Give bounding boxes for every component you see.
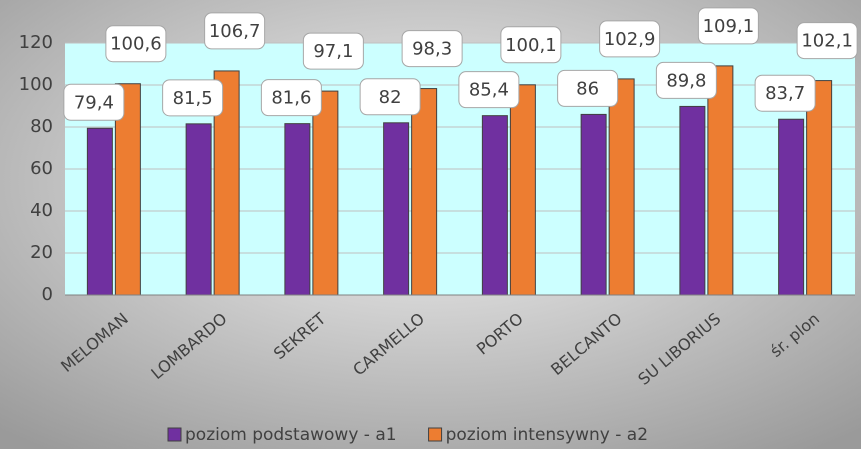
data-label: 82 <box>379 87 402 108</box>
data-label: 98,3 <box>412 39 452 60</box>
data-label-box <box>697 7 759 45</box>
data-label: 109,1 <box>703 16 755 37</box>
y-tick-label: 120 <box>19 32 53 53</box>
y-tick-label: 0 <box>42 284 53 305</box>
data-label: 102,9 <box>604 29 656 50</box>
legend-label: poziom intensywny - a2 <box>446 425 648 445</box>
data-label-box <box>754 74 816 112</box>
bar <box>411 88 438 296</box>
bar <box>580 113 607 296</box>
legend-swatch <box>428 427 443 442</box>
y-tick-label: 80 <box>30 116 53 137</box>
data-label-box <box>359 78 421 116</box>
bar <box>679 105 706 296</box>
bar <box>707 65 734 296</box>
data-label-box <box>557 69 619 107</box>
data-label-box <box>401 30 463 68</box>
data-label: 100,6 <box>110 34 162 55</box>
data-label: 97,1 <box>313 41 353 62</box>
data-label-box <box>302 32 364 70</box>
data-label: 106,7 <box>209 21 261 42</box>
data-label: 79,4 <box>74 92 114 113</box>
y-tick-label: 60 <box>30 158 53 179</box>
bar <box>509 84 536 296</box>
bar <box>383 122 410 296</box>
data-label: 85,4 <box>469 80 509 101</box>
data-label-box <box>162 79 224 117</box>
data-label-box <box>655 61 717 99</box>
data-label: 86 <box>576 78 599 99</box>
bar <box>481 115 508 296</box>
data-label-box <box>599 20 661 58</box>
data-label-box <box>63 83 125 121</box>
y-tick-label: 100 <box>19 74 53 95</box>
bar <box>608 78 635 296</box>
data-label-box <box>204 12 266 50</box>
data-label: 102,1 <box>801 31 853 52</box>
legend-swatch <box>167 427 182 442</box>
data-label: 81,6 <box>271 88 311 109</box>
data-label: 100,1 <box>505 35 557 56</box>
bar <box>185 123 212 296</box>
data-label: 89,8 <box>666 70 706 91</box>
legend-label: poziom podstawowy - a1 <box>185 425 397 445</box>
data-label-box <box>796 22 858 60</box>
data-label-box <box>458 71 520 109</box>
data-label-box <box>105 25 167 63</box>
bar <box>312 90 339 296</box>
bar <box>806 80 833 296</box>
y-tick-label: 40 <box>30 200 53 221</box>
data-label: 81,5 <box>173 88 213 109</box>
y-tick-label: 20 <box>30 242 53 263</box>
bar <box>86 127 113 296</box>
data-label-box <box>500 26 562 64</box>
bar <box>778 118 805 296</box>
data-label-box <box>260 79 322 117</box>
data-label: 83,7 <box>765 83 805 104</box>
bar <box>284 123 311 296</box>
